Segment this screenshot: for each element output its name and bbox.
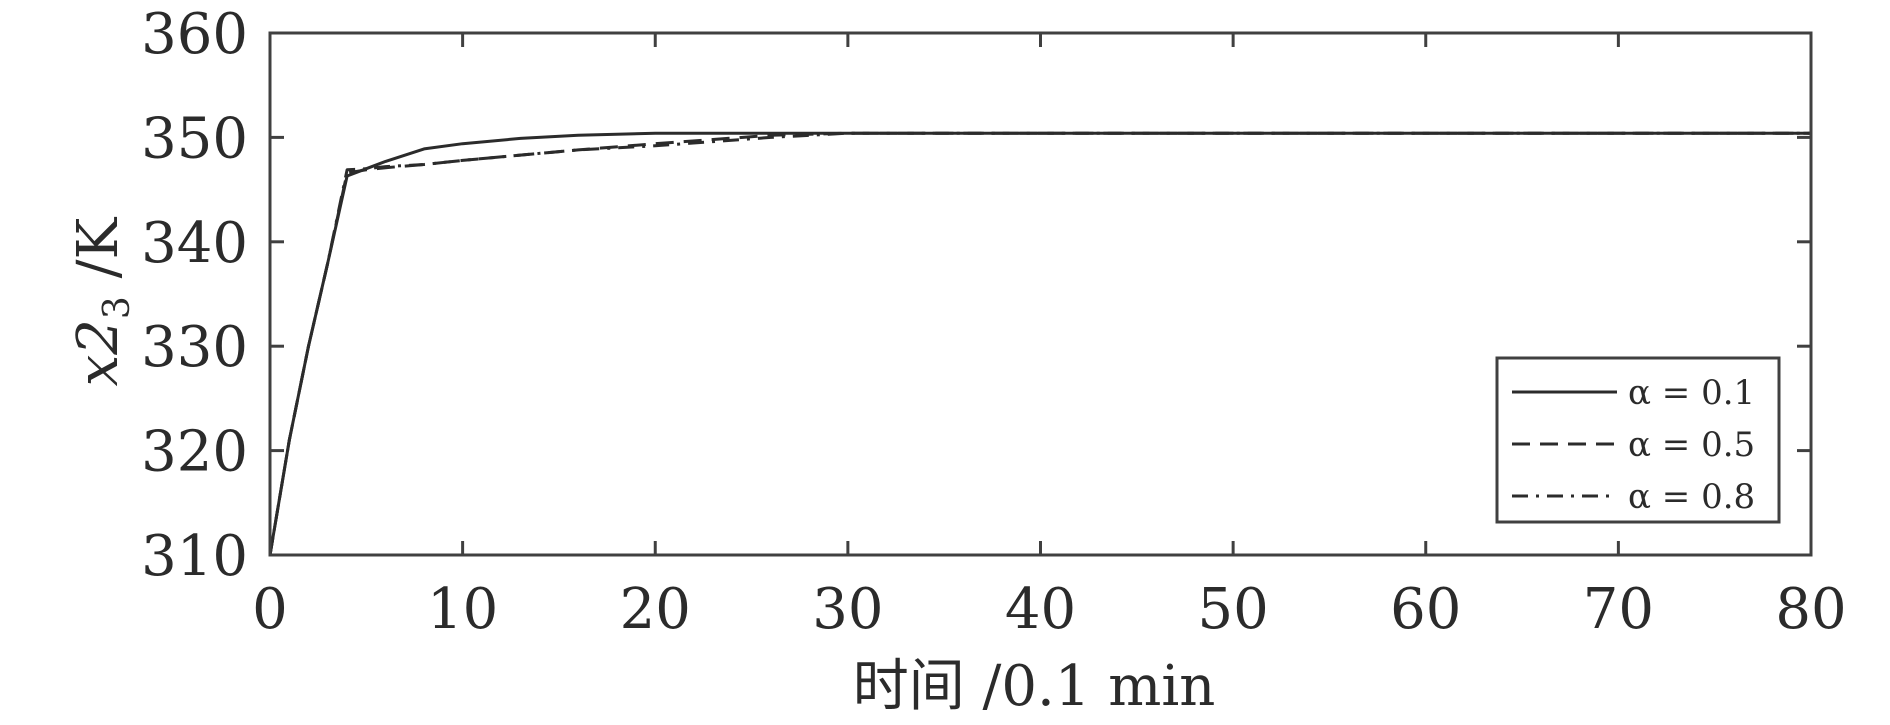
x-tick-label: 20 [620, 577, 691, 642]
legend-label-2: α = 0.5 [1628, 425, 1755, 465]
x-tick-label: 30 [812, 577, 883, 642]
y-axis-title-unit: /K [66, 217, 131, 297]
legend-box [1495, 356, 1781, 524]
y-tick-label: 360 [141, 2, 248, 67]
x-tick-label: 40 [1005, 577, 1076, 642]
legend: α = 0.1 α = 0.5 α = 0.8 [1495, 356, 1781, 524]
axes: 0 10 20 30 40 50 60 70 80 310 320 330 340 350 360 [141, 2, 1847, 642]
x-tick-label: 50 [1197, 577, 1268, 642]
x-tick-label: 70 [1583, 577, 1654, 642]
x-axis-title: 时间 /0.1 min [853, 654, 1216, 719]
legend-label-1: α = 0.1 [1628, 373, 1755, 413]
x-tick-label: 80 [1775, 577, 1846, 642]
y-tick-label: 320 [141, 420, 248, 485]
y-tick-label: 340 [141, 211, 248, 276]
y-axis-title-base: x2 [66, 319, 131, 386]
plot-area [268, 131, 1811, 556]
legend-label-3: α = 0.8 [1628, 477, 1755, 517]
y-tick-label: 350 [141, 106, 248, 171]
x-tick-label: 10 [427, 577, 498, 642]
y-axis-title-subscript: 3 [97, 296, 138, 319]
y-tick-label: 330 [141, 315, 248, 380]
series-line-3 [268, 131, 1811, 556]
y-axis-title: x23 /K [66, 217, 138, 387]
x-tick-label: 0 [252, 577, 288, 642]
y-tick-label: 310 [141, 524, 248, 589]
x-tick-label: 60 [1390, 577, 1461, 642]
